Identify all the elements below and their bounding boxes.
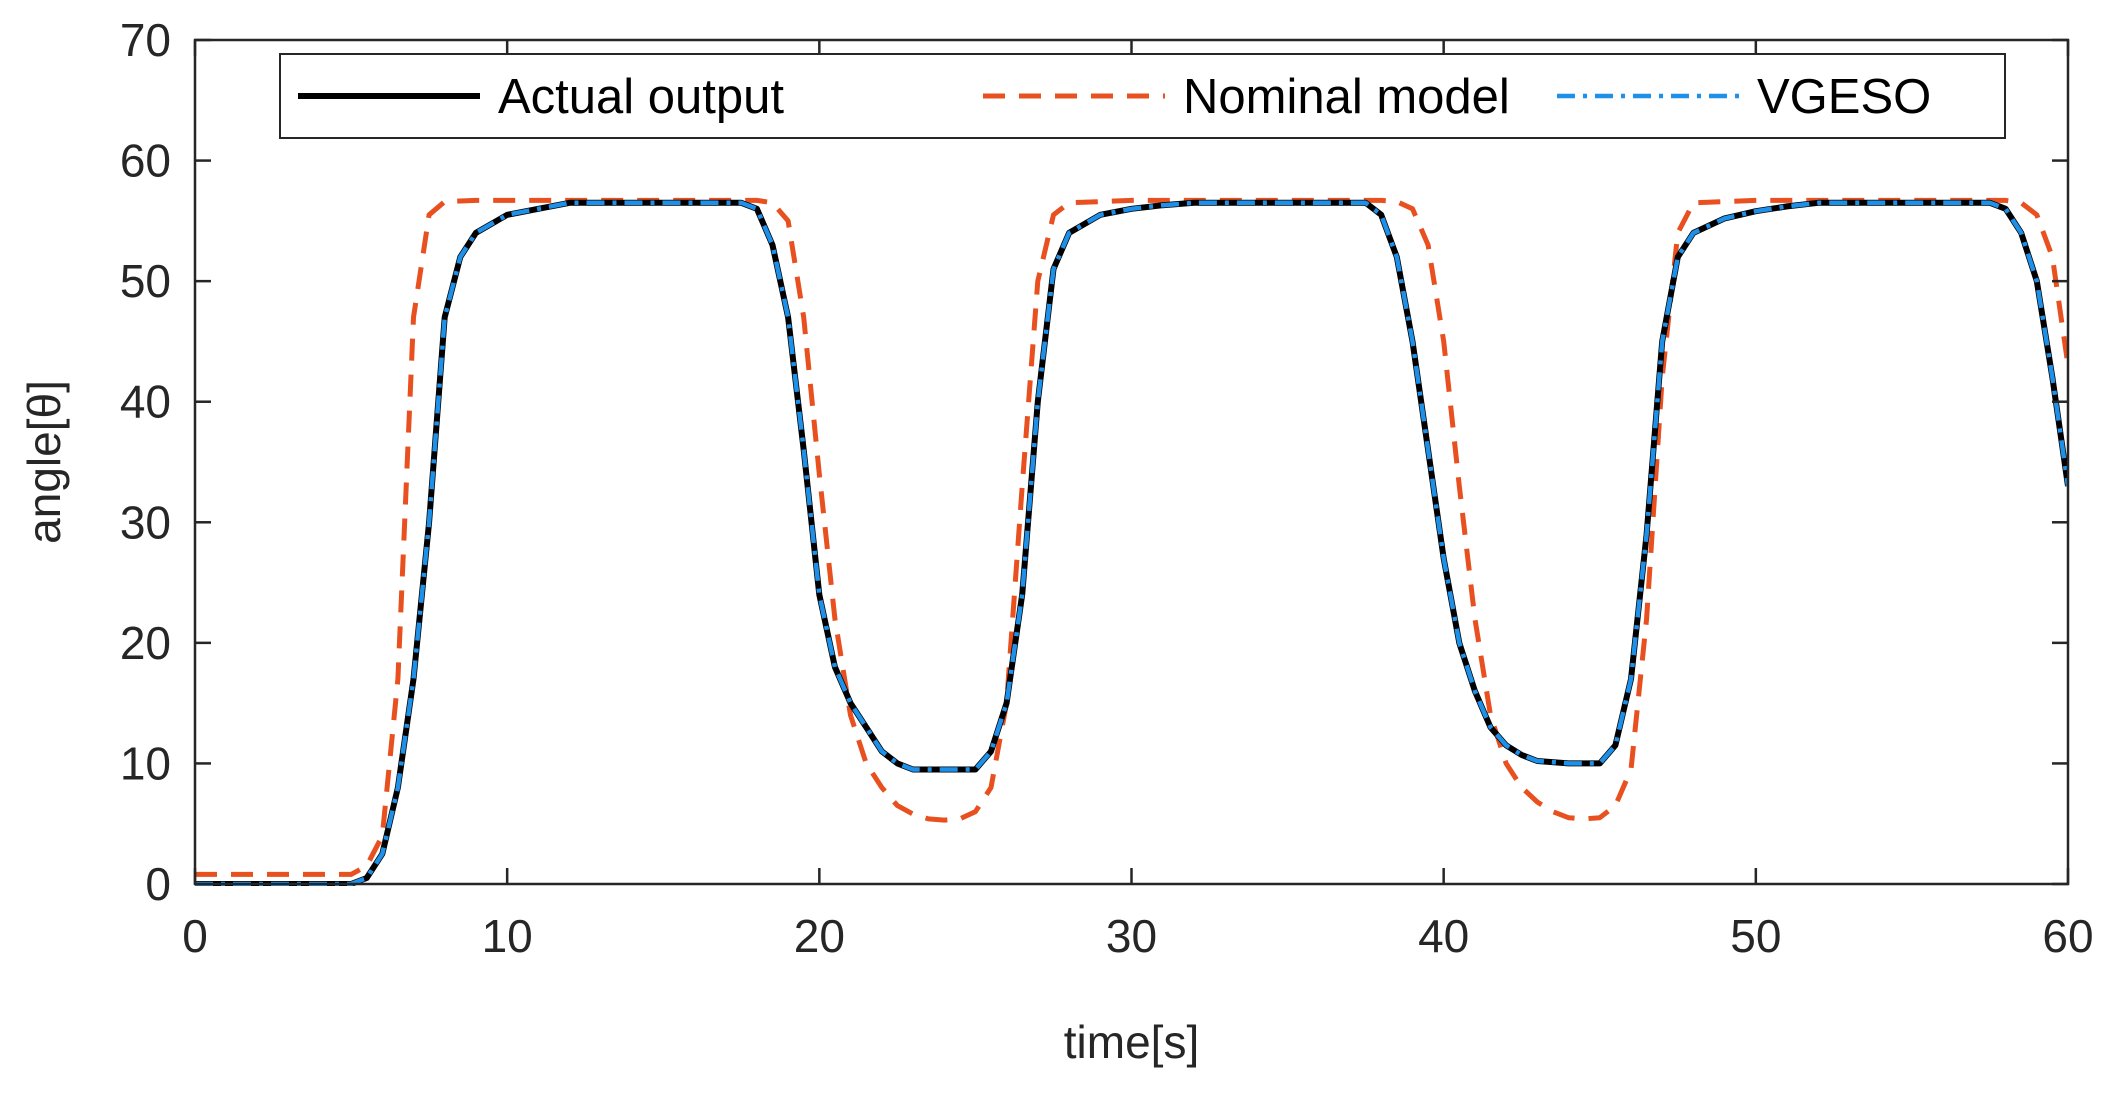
ticks-layer: 0 10 20 30 40 50 60 0 10 20 30 40 50 60 70: [120, 14, 2094, 962]
x-tick-label: 60: [2042, 910, 2093, 962]
y-tick-label: 0: [145, 858, 171, 910]
x-tick-label: 40: [1418, 910, 1469, 962]
x-tick-label: 50: [1730, 910, 1781, 962]
x-tick-label: 0: [182, 910, 208, 962]
y-tick-label: 60: [120, 135, 171, 187]
y-tick-label: 30: [120, 496, 171, 548]
x-tick-label: 20: [794, 910, 845, 962]
y-tick-label: 70: [120, 14, 171, 66]
legend-label-vgeso: VGESO: [1757, 70, 1931, 124]
y-tick-label: 20: [120, 617, 171, 669]
x-tick-label: 10: [482, 910, 533, 962]
x-axis-label: time[s]: [1064, 1016, 1199, 1068]
y-tick-label: 50: [120, 255, 171, 307]
legend-label-nominal-model: Nominal model: [1183, 70, 1510, 124]
series-line-vgeso: [195, 200, 2068, 886]
legend-label-actual-output: Actual output: [498, 70, 784, 124]
y-axis-label: angle[θ]: [18, 380, 70, 544]
y-tick-label: 40: [120, 376, 171, 428]
x-tick-label: 30: [1106, 910, 1157, 962]
series-layer: [195, 197, 2068, 886]
y-tick-label: 10: [120, 737, 171, 789]
legend: Actual output Nominal model VGESO: [279, 53, 2006, 139]
plot-area: [195, 40, 2068, 884]
